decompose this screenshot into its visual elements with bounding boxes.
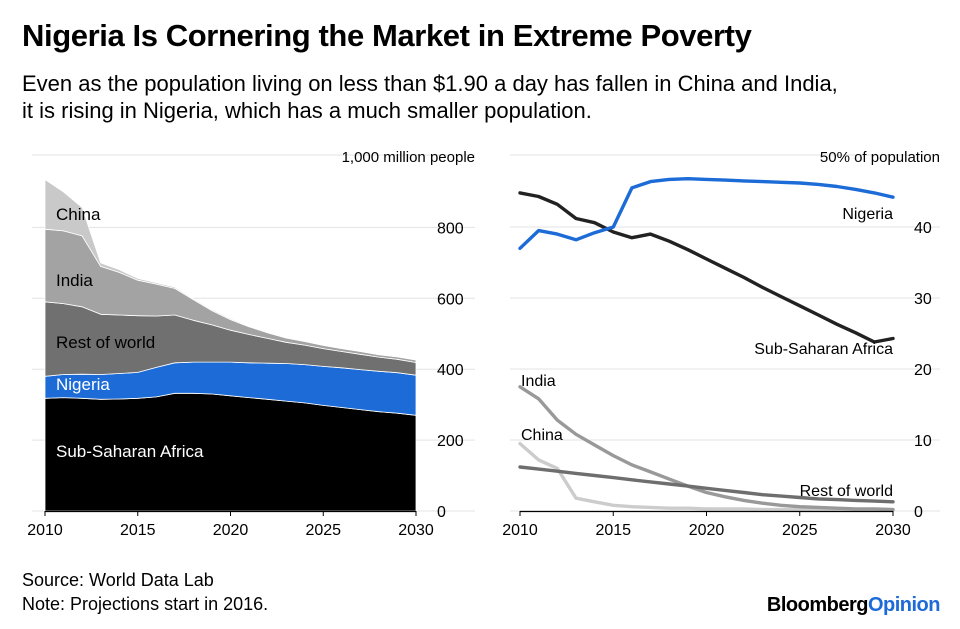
footer: Source: World Data Lab Note: Projections… [22, 568, 268, 616]
line-label-india: India [521, 373, 556, 390]
right-xtick-2030: 2030 [875, 522, 911, 539]
right-unit-label: 50% of population [820, 149, 940, 166]
right-xtick-2015: 2015 [595, 522, 631, 539]
area-label-china: China [56, 205, 101, 224]
projection-note: Note: Projections start in 2016. [22, 594, 269, 614]
subtitle-line-2: it is rising in Nigeria, which has a muc… [22, 98, 592, 123]
left-ytick-400: 400 [437, 362, 464, 379]
left-ytick-200: 200 [437, 433, 464, 450]
left-xtick-2030: 2030 [398, 522, 434, 539]
left-xtick-2025: 2025 [305, 522, 341, 539]
line-sub-saharan-africa [518, 191, 895, 344]
bloomberg-opinion-logo: BloombergOpinion [766, 594, 941, 617]
area-label-ssa: Sub-Saharan Africa [56, 442, 204, 461]
right-ytick-10: 10 [914, 433, 932, 450]
logo-opinion: Opinion [867, 594, 941, 616]
line-label-china: China [521, 427, 563, 444]
line-label-ssa: Sub-Saharan Africa [754, 341, 893, 358]
left-ytick-800: 800 [437, 220, 464, 237]
chart-title: Nigeria Is Cornering the Market in Extre… [22, 18, 752, 53]
right-xtick-2025: 2025 [782, 522, 818, 539]
line-nigeria [518, 177, 895, 250]
left-unit-label: 1,000 million people [342, 149, 475, 166]
chart-subtitle: Even as the population living on less th… [22, 70, 947, 124]
area-label-nigeria: Nigeria [56, 375, 110, 394]
right-xtick-2020: 2020 [689, 522, 725, 539]
line-label-rest-of-world: Rest of world [800, 483, 893, 500]
right-xtick-2010: 2010 [502, 522, 538, 539]
right-ytick-30: 30 [914, 291, 932, 308]
left-xtick-2020: 2020 [213, 522, 249, 539]
left-xtick-2010: 2010 [27, 522, 63, 539]
left-xtick-2015: 2015 [120, 522, 156, 539]
left-ytick-0: 0 [437, 504, 446, 521]
logo-bloomberg: Bloomberg [766, 594, 869, 616]
right-ytick-20: 20 [914, 362, 932, 379]
area-label-india: India [56, 271, 93, 290]
left-ytick-600: 600 [437, 291, 464, 308]
area-china [44, 179, 417, 361]
right-ytick-40: 40 [914, 220, 932, 237]
stacked-area-chart: 0 200 400 600 800 1,000 million people 2010 201… [27, 149, 475, 539]
line-india [518, 385, 895, 512]
source-note: Source: World Data Lab [22, 570, 214, 590]
area-label-rest-of-world: Rest of world [56, 333, 155, 352]
right-ytick-0: 0 [914, 504, 923, 521]
line-label-nigeria: Nigeria [842, 206, 893, 223]
line-rest-of-world [518, 465, 895, 504]
subtitle-line-1: Even as the population living on less th… [22, 71, 838, 96]
